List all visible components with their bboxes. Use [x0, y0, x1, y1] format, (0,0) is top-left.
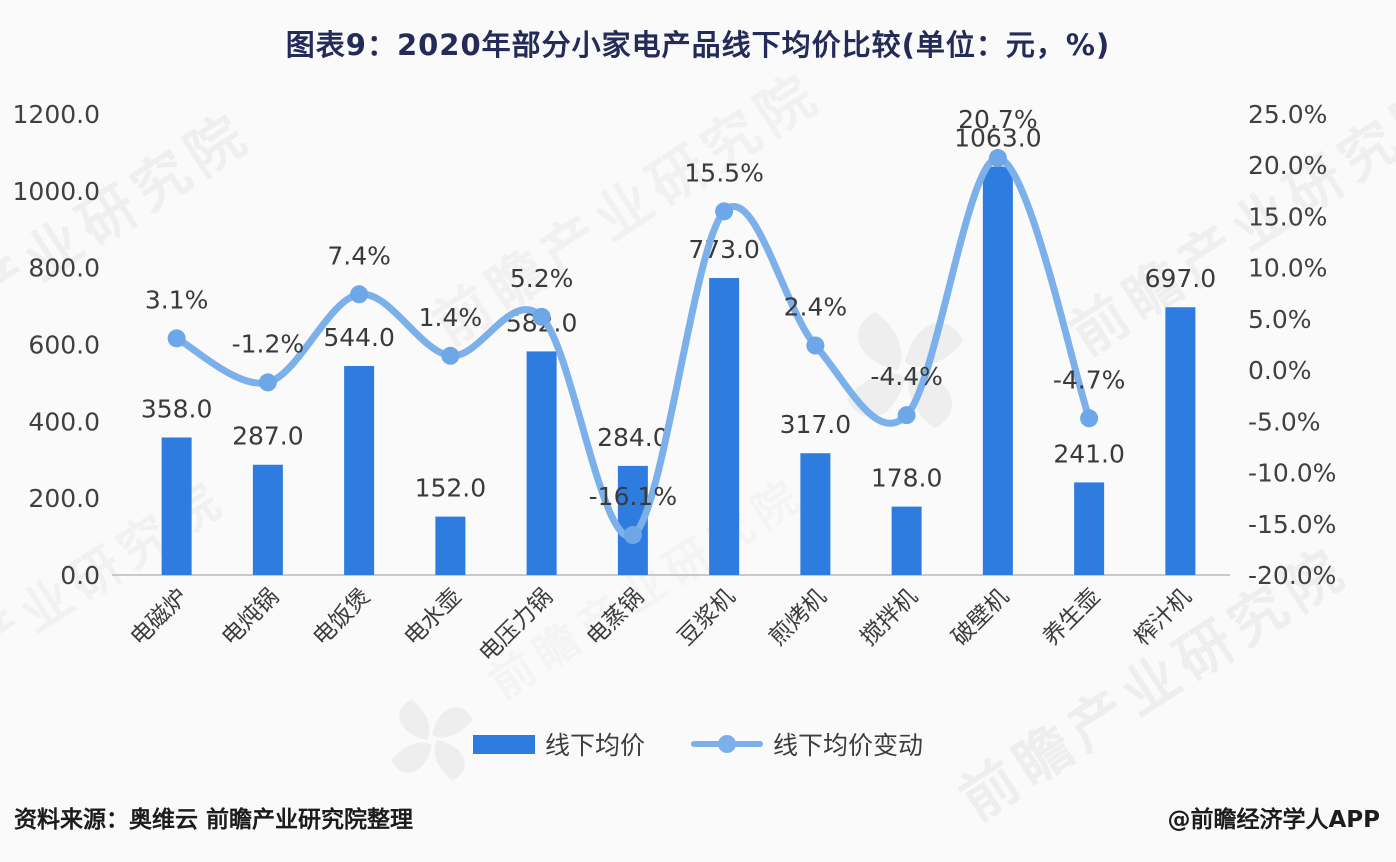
line-value-label: -16.1% [589, 482, 677, 511]
line-value-label: 3.1% [145, 285, 209, 314]
chart-canvas: 1200.0 1000.0 800.0 600.0 400.0 200.0 0.0 25.0%… [13, 100, 1337, 667]
line-data-point [623, 526, 642, 545]
x-axis-category-label: 电蒸锅 [582, 584, 649, 651]
line-value-label: 7.4% [327, 241, 391, 270]
footer: 资料来源：奥维云 前瞻产业研究院整理 @前瞻经济学人APP [0, 800, 1396, 834]
bar [1074, 482, 1105, 575]
bar [982, 166, 1013, 575]
line-value-label: -1.2% [232, 329, 305, 358]
chart-legend: 线下均价 线下均价变动 [0, 726, 1396, 762]
bar-value-label: 697.0 [1145, 264, 1217, 293]
right-axis-tick: 5.0% [1248, 305, 1312, 334]
credit-text: @前瞻经济学人APP [1167, 807, 1380, 833]
bar [1165, 307, 1196, 575]
legend-label: 线下均价 [544, 731, 645, 760]
bar-value-label: 773.0 [688, 235, 760, 264]
x-axis-category-label: 搅拌机 [856, 584, 923, 651]
left-axis-tick: 0.0 [60, 561, 100, 590]
right-axis-tick: 20.0% [1248, 151, 1327, 180]
line-data-point [167, 329, 186, 348]
line-value-label: 20.7% [958, 105, 1037, 134]
bar [344, 366, 375, 575]
left-axis-tick: 400.0 [28, 407, 100, 436]
right-axis-tick: -15.0% [1248, 510, 1336, 539]
line-data-point [441, 346, 460, 365]
chart-title: 图表9：2020年部分小家电产品线下均价比较(单位：元，%) [285, 28, 1111, 62]
line-data-point [258, 373, 277, 392]
line-value-label: 5.2% [510, 264, 574, 293]
x-axis-category-label: 电磁炉 [126, 584, 193, 651]
x-axis-category-label: 煎烤机 [764, 584, 831, 651]
bar [526, 351, 557, 575]
right-axis-tick: -10.0% [1248, 459, 1336, 488]
line-data-point [988, 149, 1007, 168]
x-axis-category-label: 破壁机 [947, 584, 1014, 651]
bar-series-swatch [472, 734, 535, 754]
right-axis-tick: 25.0% [1248, 100, 1327, 129]
line-value-label: -4.4% [870, 362, 943, 391]
bar-value-label: 544.0 [323, 323, 395, 352]
bar-value-label: 152.0 [415, 474, 487, 503]
line-data-point [350, 285, 369, 304]
line-data-point [715, 202, 734, 221]
line-value-label: 15.5% [684, 158, 763, 187]
right-axis-tick: 15.0% [1248, 202, 1327, 231]
x-axis-category-label: 电饭煲 [308, 584, 375, 651]
bar-value-label: 241.0 [1053, 439, 1125, 468]
right-axis-tick: 0.0% [1248, 356, 1312, 385]
x-axis-category-label: 榨汁机 [1129, 584, 1196, 651]
data-source-text: 资料来源：奥维云 前瞻产业研究院整理 [14, 807, 414, 833]
bar [435, 516, 466, 575]
line-value-label: -4.7% [1053, 365, 1126, 394]
left-axis-tick: 1000.0 [13, 177, 100, 206]
line-data-point [1080, 409, 1099, 428]
legend-label: 线下均价变动 [773, 731, 924, 760]
legend-item-line: 线下均价变动 [691, 726, 923, 762]
bar [252, 464, 283, 575]
right-axis-tick: 10.0% [1248, 254, 1327, 283]
line-data-point [897, 406, 916, 425]
bar [161, 437, 192, 575]
line-data-point [806, 336, 825, 355]
bar-value-label: 317.0 [780, 410, 852, 439]
left-axis-tick: 800.0 [28, 254, 100, 283]
x-axis-category-label: 养生壶 [1038, 584, 1105, 651]
legend-item-bar: 线下均价 [472, 726, 645, 762]
line-data-point [532, 307, 551, 326]
bar [891, 506, 922, 575]
x-axis-category-label: 电炖锅 [217, 584, 284, 651]
bar-value-label: 284.0 [597, 423, 669, 452]
line-series-swatch [691, 734, 763, 754]
bar [800, 453, 831, 575]
right-axis-tick: -5.0% [1248, 407, 1321, 436]
bar-value-label: 287.0 [232, 422, 304, 451]
right-axis-tick: -20.0% [1248, 561, 1336, 590]
bar [709, 278, 740, 575]
line-value-label: 1.4% [419, 303, 483, 332]
x-axis-category-label: 豆浆机 [673, 584, 740, 651]
bar-value-label: 1063.0 [954, 124, 1041, 153]
left-axis-tick: 1200.0 [13, 100, 100, 129]
x-axis-category-label: 电压力锅 [474, 584, 557, 667]
x-axis-category-label: 电水壶 [399, 584, 466, 651]
left-axis-tick: 200.0 [28, 484, 100, 513]
bar-value-label: 178.0 [871, 464, 943, 493]
line-value-label: 2.4% [784, 293, 848, 322]
bar-value-label: 358.0 [141, 394, 213, 423]
left-axis-tick: 600.0 [28, 331, 100, 360]
